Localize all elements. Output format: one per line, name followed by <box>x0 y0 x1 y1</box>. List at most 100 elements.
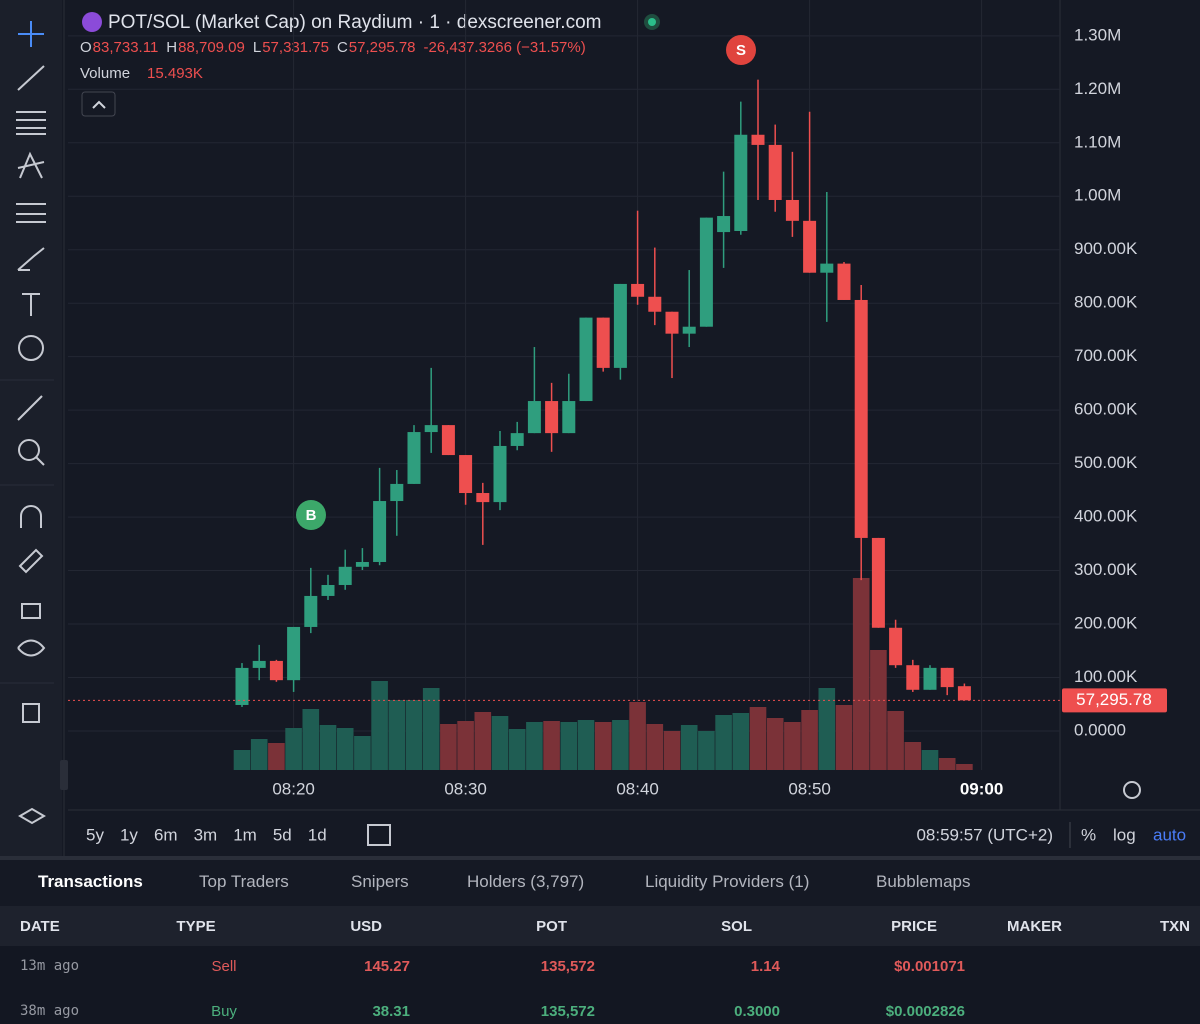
volume-bar <box>801 709 818 770</box>
y-tick-label: 1.30M <box>1074 25 1121 44</box>
volume-bar <box>371 680 388 770</box>
volume-bar <box>766 717 784 770</box>
candle-body <box>768 144 782 200</box>
volume-bar <box>388 699 406 770</box>
tab[interactable]: Holders (3,797) <box>467 872 585 891</box>
candle-body <box>441 425 455 456</box>
volume-bar <box>749 706 767 770</box>
date-range-icon[interactable] <box>367 824 391 846</box>
volume-bar <box>887 710 904 770</box>
tab[interactable]: Liquidity Providers (1) <box>645 872 810 891</box>
candle-body <box>596 317 610 368</box>
trade-marker-label: S <box>736 42 746 59</box>
column-header[interactable]: PRICE <box>891 918 937 935</box>
column-header[interactable]: TXN <box>1160 918 1190 935</box>
tab[interactable]: Top Traders <box>199 872 289 891</box>
x-tick-label: 08:50 <box>788 779 831 798</box>
column-header[interactable]: USD <box>350 918 382 935</box>
candle-body <box>803 220 817 273</box>
volume-bar <box>921 749 939 770</box>
y-tick-label: 700.00K <box>1074 346 1138 365</box>
volume-bar <box>938 757 956 770</box>
candle-body <box>631 283 645 297</box>
clock: 08:59:57 (UTC+2) <box>916 825 1053 844</box>
collapse-icon <box>92 100 106 109</box>
column-header[interactable]: DATE <box>20 918 60 935</box>
y-tick-label: 400.00K <box>1074 507 1138 526</box>
settings-icon[interactable] <box>1123 781 1141 799</box>
tool-icons <box>16 21 46 825</box>
y-tick-label: 800.00K <box>1074 293 1138 312</box>
cell: 38m ago <box>20 1003 80 1019</box>
ohlc-key: O <box>80 39 92 56</box>
volume-bar <box>784 721 801 770</box>
volume-bar <box>440 723 457 770</box>
candle-body <box>321 584 335 596</box>
candle-body <box>304 595 318 627</box>
range-button[interactable]: 5d <box>273 825 292 844</box>
token-icon <box>82 12 102 32</box>
tab[interactable]: Bubblemaps <box>876 872 971 891</box>
scale-toggle[interactable]: log <box>1113 825 1136 844</box>
column-header[interactable]: MAKER <box>1007 918 1062 935</box>
range-button[interactable]: 5y <box>86 825 104 844</box>
last-price-label: 57,295.78 <box>1076 690 1152 709</box>
volume-bar <box>560 721 578 770</box>
y-tick-label: 1.20M <box>1074 79 1121 98</box>
y-tick-label: 100.00K <box>1074 667 1138 686</box>
chart: POT/SOL (Market Cap) on Raydium · 1 · de… <box>0 0 1200 860</box>
left-toolbar <box>0 0 62 860</box>
candle-body <box>957 686 971 701</box>
y-tick-label: 600.00K <box>1074 400 1138 419</box>
volume-bar <box>405 699 423 770</box>
ohlc-value: 83,733.11 <box>93 39 159 56</box>
candle-body <box>527 401 541 434</box>
volume-bar <box>354 735 371 770</box>
cell: Buy <box>211 1003 237 1020</box>
panel-divider <box>0 856 1200 860</box>
x-tick-label: 08:20 <box>272 779 315 798</box>
volume-bar <box>526 721 543 770</box>
panel-handle[interactable] <box>60 760 68 790</box>
candle-body <box>785 199 799 221</box>
volume-bar <box>233 749 251 770</box>
trade-marker <box>726 35 756 65</box>
column-header[interactable]: SOL <box>721 918 752 935</box>
tab[interactable]: Snipers <box>351 872 409 891</box>
candle-body <box>338 566 352 585</box>
candle-body <box>665 311 679 334</box>
cell: 145.27 <box>364 958 410 975</box>
range-button[interactable]: 1d <box>308 825 327 844</box>
candle-body <box>562 401 576 434</box>
y-tick-label: 900.00K <box>1074 239 1138 258</box>
column-header[interactable]: TYPE <box>176 918 216 935</box>
collapse-button[interactable] <box>81 91 116 117</box>
tab-bar <box>0 860 1200 907</box>
candle-body <box>820 263 834 273</box>
candle-body <box>751 134 765 145</box>
volume-bar <box>474 711 492 770</box>
column-header[interactable]: POT <box>536 918 567 935</box>
candle-body <box>355 561 369 567</box>
last-price-box <box>1062 688 1167 713</box>
volume-bar <box>302 708 320 770</box>
volume-bar <box>612 719 629 770</box>
volume-bar <box>852 577 870 770</box>
volume-value: 15.493K <box>147 65 203 82</box>
range-button[interactable]: 1m <box>233 825 257 844</box>
range-button[interactable]: 6m <box>154 825 178 844</box>
chart-title: POT/SOL (Market Cap) on Raydium · 1 · de… <box>108 12 601 33</box>
range-button[interactable]: 3m <box>194 825 218 844</box>
trade-marker-label: B <box>306 507 317 524</box>
candle-body <box>493 445 507 503</box>
tab[interactable]: Transactions <box>38 872 143 891</box>
volume-bar <box>818 687 836 770</box>
cell: 0.3000 <box>734 1003 780 1020</box>
candle-body <box>734 134 748 231</box>
scale-toggle[interactable]: % <box>1081 825 1096 844</box>
candle-body <box>889 627 903 666</box>
scale-toggle[interactable]: auto <box>1153 825 1186 844</box>
range-button[interactable]: 1y <box>120 825 138 844</box>
ohlc-value: 88,709.09 <box>178 39 245 56</box>
